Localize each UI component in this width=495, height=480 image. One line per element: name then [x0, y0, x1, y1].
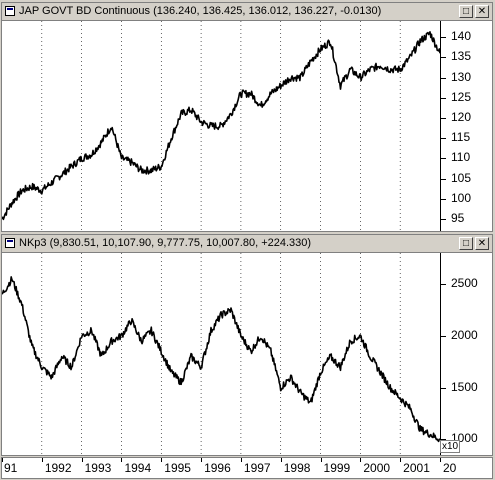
close-button[interactable]: ✕ [475, 5, 489, 18]
close-button[interactable]: ✕ [475, 237, 489, 250]
jgb-y-axis: 140 135 130 125 120 115 110 105 100 95 [441, 21, 492, 231]
y-axis-tick-label: 2500 [451, 276, 478, 291]
nikkei-plot-area[interactable] [1, 253, 441, 455]
y-axis-tick [441, 97, 446, 99]
x-axis-tick [240, 458, 242, 462]
x-axis-tick-label: 1992 [44, 461, 72, 475]
jgb-pane-titlebar[interactable]: JAP GOVT BD Continuous (136.240, 136.425… [2, 3, 492, 21]
y-axis-tick [441, 335, 446, 337]
y-axis-tick [441, 218, 446, 220]
y-axis-tick-label: 120 [451, 109, 472, 124]
x-axis-tick [360, 458, 362, 462]
x-axis-tick [41, 458, 43, 462]
y-axis-tick-label: 140 [451, 29, 472, 44]
price-series-line [1, 276, 441, 443]
y-axis-tick [441, 439, 446, 441]
x-axis-tick [320, 458, 322, 462]
y-axis-tick-label: 130 [451, 69, 472, 84]
nikkei-y-axis: 2500 2000 1500 1000 [441, 253, 492, 455]
x-axis-tick-label: 2000 [363, 461, 391, 475]
y-axis-tick-label: 95 [451, 210, 465, 225]
y-axis-tick [441, 178, 446, 180]
y-axis-tick [441, 57, 446, 59]
minimize-button[interactable]: □ [459, 237, 473, 250]
x-axis-tick [81, 458, 83, 462]
y-axis-tick-label: 1500 [451, 379, 478, 394]
x-axis-tick-label: 2001 [403, 461, 430, 475]
jgb-plot-area[interactable] [1, 21, 441, 231]
chart-window-icon [5, 6, 15, 16]
nikkei-pane-title: NKp3 (9,830.51, 10,107.90, 9,777.75, 10,… [19, 237, 312, 249]
x-axis-tick-label: 1993 [84, 461, 112, 475]
price-series-line [1, 31, 441, 221]
nikkei-chart-pane: NKp3 (9,830.51, 10,107.90, 9,777.75, 10,… [1, 234, 493, 456]
y-axis-tick-label: 100 [451, 190, 472, 205]
y-axis-tick [441, 198, 446, 200]
y-axis-tick [441, 284, 446, 286]
y-axis-tick-label: 105 [451, 170, 472, 185]
jgb-chart-pane: JAP GOVT BD Continuous (136.240, 136.425… [1, 2, 493, 232]
x-axis-tick-label: 91 [4, 461, 18, 475]
x-axis-tick [440, 458, 441, 462]
x-axis-tick-label: 1998 [283, 461, 311, 475]
x-axis-tick [201, 458, 203, 462]
time-x-axis: 91 1992 1993 1994 1995 1996 1997 1998 1999 2000 20… [1, 457, 493, 479]
y-axis-tick [441, 117, 446, 119]
jgb-line-chart [1, 21, 441, 231]
y-axis-tick [441, 387, 446, 389]
x-axis-tick-label: 1996 [204, 461, 231, 475]
x-axis-tick [2, 458, 3, 462]
y-axis-tick [441, 77, 446, 79]
y-axis-tick-label: 2000 [451, 327, 478, 342]
y-axis-tick [441, 138, 446, 140]
y-axis-multiplier: x10 [440, 440, 461, 453]
nikkei-pane-titlebar[interactable]: NKp3 (9,830.51, 10,107.90, 9,777.75, 10,… [2, 235, 492, 253]
jgb-pane-title: JAP GOVT BD Continuous (136.240, 136.425… [19, 5, 382, 17]
y-axis-tick-label: 125 [451, 89, 472, 104]
y-axis-tick [441, 37, 446, 39]
x-axis-tick-label: 1999 [323, 461, 351, 475]
x-axis-tick-label: 1995 [164, 461, 191, 475]
minimize-button[interactable]: □ [459, 5, 473, 18]
y-axis-tick-label: 110 [451, 150, 471, 165]
y-axis-tick-label: 135 [451, 49, 472, 64]
x-axis-tick [280, 458, 282, 462]
x-axis-tick-label: 1997 [243, 461, 271, 475]
y-axis-tick [441, 158, 446, 160]
nikkei-line-chart [1, 253, 441, 455]
x-axis-tick [161, 458, 163, 462]
x-axis-tick-label: 20 [443, 461, 457, 475]
x-axis-tick [400, 458, 402, 462]
x-axis-tick-label: 1994 [124, 461, 152, 475]
x-axis-tick [121, 458, 123, 462]
chart-window-icon [5, 238, 15, 248]
y-axis-tick-label: 115 [451, 130, 471, 145]
